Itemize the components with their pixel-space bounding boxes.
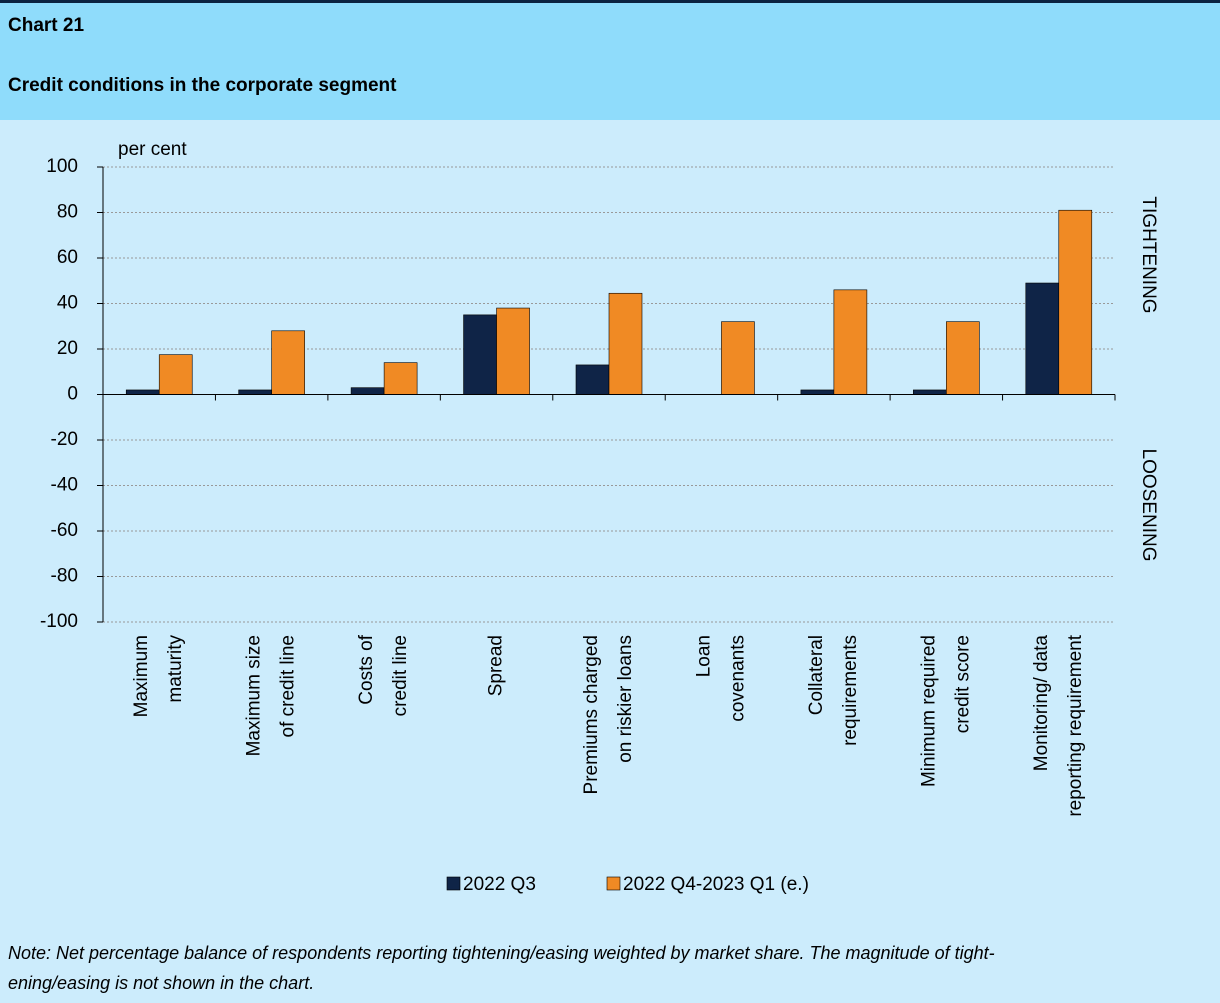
y-tick-label: -60 <box>51 520 78 541</box>
x-tick-label: Monitoring/ data <box>1031 635 1052 772</box>
y-tick-label: 20 <box>57 338 78 359</box>
y-tick-label: -20 <box>51 429 78 450</box>
chart-subtitle: Credit conditions in the corporate segme… <box>8 75 397 96</box>
bar <box>463 314 497 395</box>
bar <box>946 321 980 395</box>
x-tick-label: Maximum size <box>244 635 265 756</box>
chart-number: Chart 21 <box>8 15 85 36</box>
y-tick-label: 40 <box>57 293 78 314</box>
y-tick-label: 100 <box>46 156 78 177</box>
x-tick-label: on riskier loans <box>615 635 636 763</box>
bar <box>238 389 272 395</box>
legend-swatch <box>446 876 461 891</box>
x-tick-label: covenants <box>727 635 748 722</box>
bar <box>608 292 643 395</box>
x-tick-label: Loan <box>693 635 714 677</box>
side-label: TIGHTENING <box>1138 196 1159 313</box>
bar <box>800 389 835 395</box>
x-tick-label: maturity <box>165 635 186 703</box>
x-tick-label: reporting requirement <box>1065 634 1086 816</box>
y-tick-label: -80 <box>51 566 78 587</box>
bar <box>496 307 530 395</box>
x-tick-label: Costs of <box>356 634 377 704</box>
legend-label: 2022 Q4-2023 Q1 (e.) <box>623 874 809 895</box>
x-tick-label: requirements <box>840 635 861 746</box>
bar <box>1025 282 1060 395</box>
y-tick-label: -40 <box>51 475 78 496</box>
bar <box>913 389 947 395</box>
legend-label: 2022 Q3 <box>463 874 536 895</box>
x-tick-label: credit score <box>952 635 973 733</box>
bar <box>575 364 610 395</box>
bar <box>833 289 868 395</box>
header: Chart 21 Credit conditions in the corpor… <box>0 0 1220 120</box>
x-tick-label: Collateral <box>806 635 827 715</box>
x-tick-label: Spread <box>486 635 507 696</box>
y-tick-label: -100 <box>40 611 78 632</box>
note-line: Note: Net percentage balance of responde… <box>8 943 995 963</box>
bar <box>1058 209 1093 395</box>
y-tick-label: 60 <box>57 247 78 268</box>
bar <box>383 362 418 395</box>
y-tick-label: 0 <box>67 384 78 405</box>
x-tick-label: of credit line <box>278 635 299 737</box>
note: Note: Net percentage balance of responde… <box>8 938 1218 998</box>
y-tick-label: 80 <box>57 202 78 223</box>
x-tick-label: credit line <box>390 635 411 716</box>
side-label: LOOSENING <box>1138 449 1159 562</box>
x-tick-label: Maximum <box>131 635 152 717</box>
y-axis-label: per cent <box>118 139 187 160</box>
bar <box>125 389 160 395</box>
bar <box>158 354 193 395</box>
legend-swatch <box>606 876 621 891</box>
note-line: ening/easing is not shown in the chart. <box>8 973 315 993</box>
bar <box>271 330 305 395</box>
x-tick-label: Premiums charged <box>581 635 602 794</box>
x-tick-label: Minimum required <box>918 635 939 787</box>
bar <box>350 387 385 395</box>
chart: per cent -100 -80 -60 -40 -20 0 20 40 60 80 100 Maxi… <box>40 139 1159 895</box>
bar <box>721 321 755 395</box>
